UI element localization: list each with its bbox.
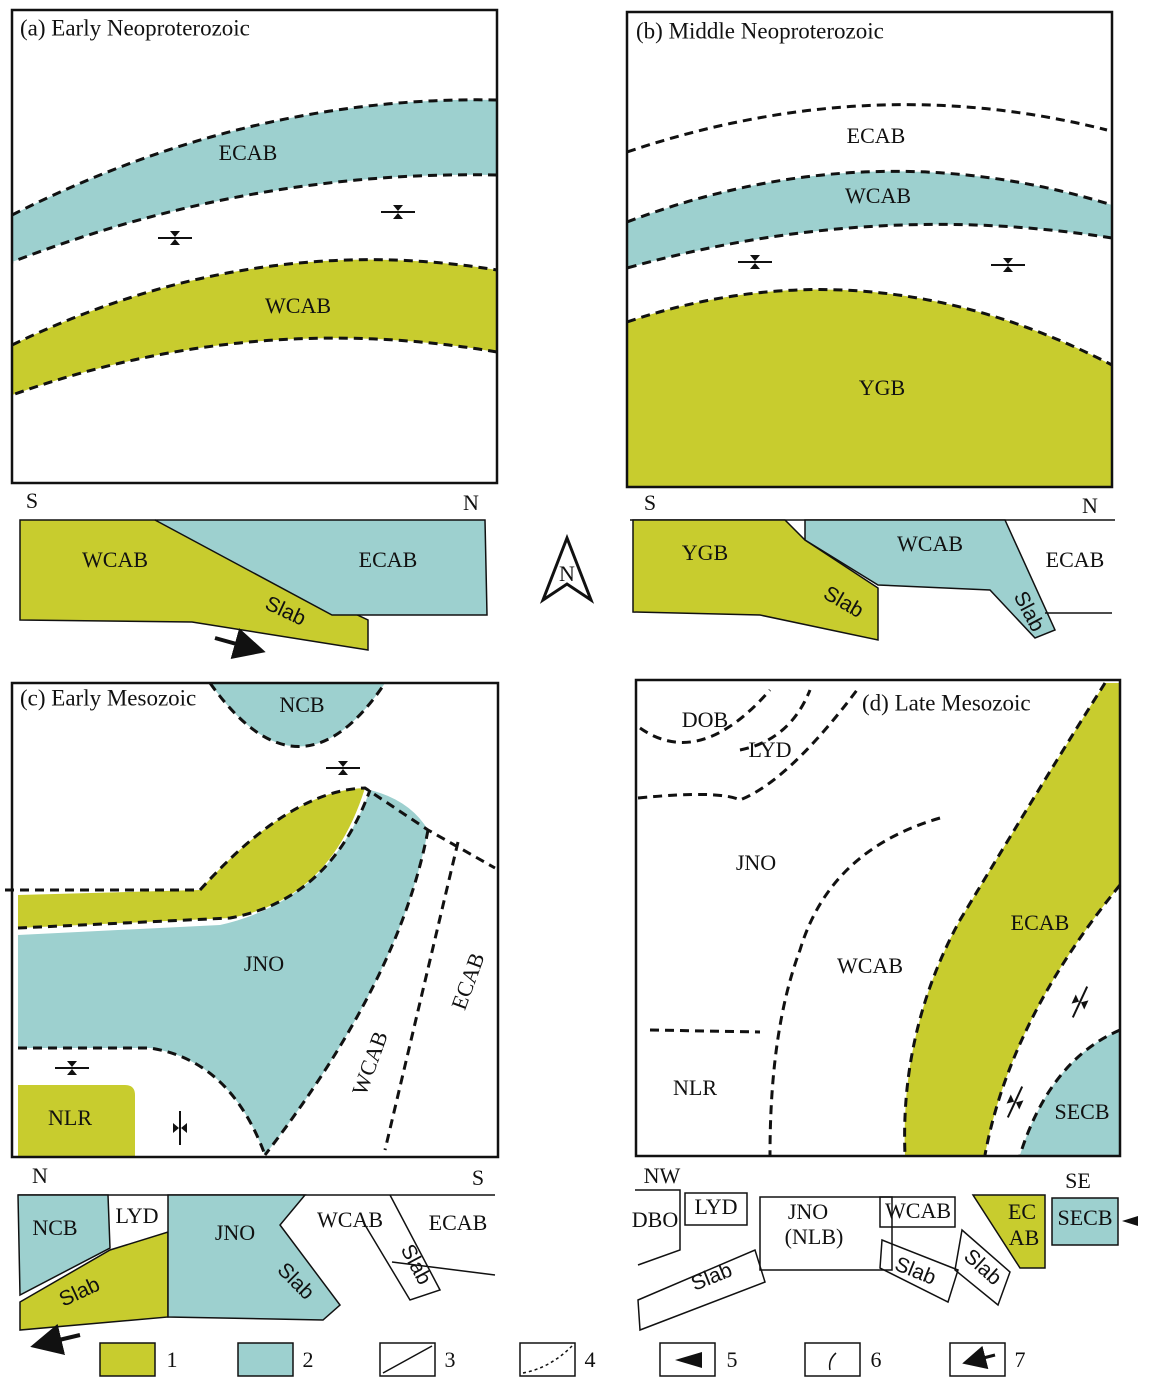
shape	[523, 1346, 572, 1373]
label: ECAB	[446, 949, 490, 1013]
label: WCAB	[317, 1207, 383, 1232]
label: AB	[1009, 1225, 1040, 1250]
label: (c) Early Mesozoic	[20, 685, 196, 710]
shape	[675, 1352, 702, 1368]
label: YGB	[859, 375, 905, 400]
label: DOB	[682, 707, 728, 732]
panel-d: (d) Late Mesozoic DOB LYD JNO WCAB ECAB …	[632, 680, 1138, 1330]
label: JNO	[736, 850, 776, 875]
shape	[1020, 1030, 1120, 1155]
label: (b) Middle Neoproterozoic	[636, 18, 884, 43]
label: N	[32, 1163, 48, 1188]
label: 6	[871, 1347, 882, 1372]
shape	[173, 1111, 187, 1145]
label: NLR	[673, 1075, 717, 1100]
panel-b: (b) Middle Neoproterozoic ECAB WCAB YGB …	[627, 12, 1115, 640]
label: WCAB	[897, 531, 963, 556]
label: LYD	[748, 737, 791, 762]
shape	[383, 1346, 432, 1373]
shape	[520, 1343, 575, 1376]
label: S	[472, 1165, 484, 1190]
label: ECAB	[1046, 547, 1105, 572]
label: 4	[585, 1347, 596, 1372]
shape	[968, 1355, 995, 1362]
shape	[158, 231, 192, 245]
label: WCAB	[82, 547, 148, 572]
label: 1	[167, 1347, 178, 1372]
label: 7	[1015, 1347, 1026, 1372]
shape	[991, 258, 1025, 272]
label: NCB	[279, 692, 324, 717]
label: (d) Late Mesozoic	[862, 690, 1031, 715]
shape	[238, 1343, 293, 1376]
label: ECAB	[219, 140, 278, 165]
shape	[12, 260, 497, 395]
label: 2	[303, 1347, 314, 1372]
north-arrow: N	[543, 538, 591, 600]
label: N	[559, 561, 575, 586]
label: N	[1082, 493, 1098, 518]
panel-a: (a) Early Neoproterozoic ECAB WCAB S N W…	[12, 10, 497, 650]
label: Slab	[959, 1245, 1006, 1290]
shape	[55, 1061, 89, 1075]
label: SECB	[1057, 1205, 1112, 1230]
shape	[12, 10, 497, 483]
shape	[168, 1195, 340, 1320]
label: ECAB	[1011, 910, 1070, 935]
shape	[100, 1343, 155, 1376]
shape	[215, 638, 258, 650]
label: (a) Early Neoproterozoic	[20, 15, 250, 40]
label: SE	[1065, 1168, 1091, 1193]
figure: (a) Early Neoproterozoic ECAB WCAB S N W…	[0, 0, 1151, 1382]
shape	[326, 761, 360, 775]
label: (NLB)	[785, 1224, 844, 1249]
label: 3	[445, 1347, 456, 1372]
label: LYD	[694, 1194, 737, 1219]
label: ECAB	[847, 123, 906, 148]
label: LYD	[115, 1203, 158, 1228]
label: JNO	[215, 1220, 255, 1245]
label: JNO	[788, 1199, 828, 1224]
label: JNO	[244, 951, 284, 976]
label: ECAB	[429, 1210, 488, 1235]
label: SECB	[1054, 1099, 1109, 1124]
label: WCAB	[845, 183, 911, 208]
panel-c: (c) Early Mesozoic NCB JNO ECAB WCAB NLR…	[5, 683, 498, 1345]
label: EC	[1008, 1199, 1036, 1224]
shape	[738, 255, 772, 269]
label: WCAB	[347, 1028, 393, 1099]
label: NW	[644, 1163, 681, 1188]
label: N	[463, 490, 479, 515]
label: 5	[727, 1347, 738, 1372]
shape	[1066, 984, 1093, 1021]
label: S	[26, 488, 38, 513]
label: NLR	[48, 1105, 92, 1130]
shape	[38, 1335, 80, 1345]
shape	[830, 1353, 836, 1370]
label: DBO	[632, 1207, 678, 1232]
legend: 1 2 3 4 5 6 7	[100, 1343, 1026, 1376]
label: ECAB	[359, 547, 418, 572]
label: NCB	[32, 1215, 77, 1240]
label: Slab	[396, 1241, 436, 1289]
shape	[381, 205, 415, 219]
shape	[1122, 1216, 1138, 1226]
label: Slab	[688, 1259, 736, 1296]
label: WCAB	[265, 293, 331, 318]
label: Slab	[892, 1253, 940, 1290]
shape	[805, 1343, 860, 1376]
label: WCAB	[837, 953, 903, 978]
label: S	[644, 490, 656, 515]
label: YGB	[682, 540, 728, 565]
label: WCAB	[885, 1198, 951, 1223]
shape	[1001, 1084, 1028, 1121]
